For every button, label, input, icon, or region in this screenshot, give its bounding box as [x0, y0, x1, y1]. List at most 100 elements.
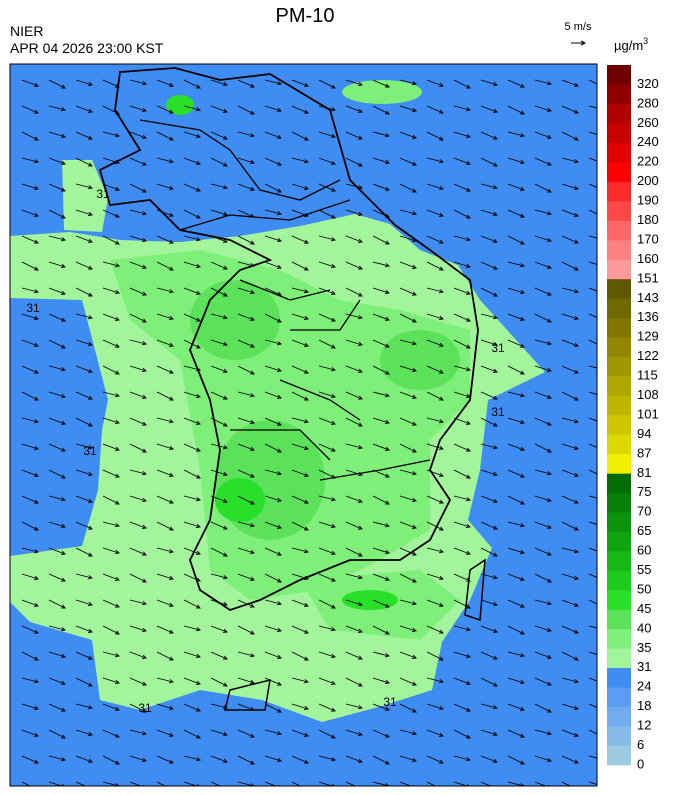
wind-arrow [588, 183, 597, 188]
wind-arrow [345, 261, 363, 270]
wind-arrow [156, 79, 174, 87]
wind-arrow [588, 521, 597, 525]
wind-arrow [480, 313, 499, 320]
wind-arrow [399, 105, 417, 113]
pm-zone-40 [380, 330, 460, 390]
wind-arrow [507, 261, 526, 268]
wind-arrow [372, 339, 390, 348]
wind-arrow [264, 521, 282, 529]
wind-arrow [588, 547, 597, 552]
wind-arrow [156, 209, 174, 217]
wind-arrow [210, 599, 228, 607]
wind-arrow [372, 677, 390, 685]
wind-arrow [102, 183, 120, 191]
wind-arrow [399, 209, 418, 216]
wind-arrow [264, 287, 282, 296]
colorbar-swatch [607, 123, 631, 144]
wind-arrow [237, 495, 255, 505]
wind-arrow [156, 781, 167, 786]
wind-arrow [453, 469, 471, 479]
wind-arrow [21, 443, 39, 451]
wind-arrow [588, 391, 597, 395]
wind-arrow [183, 235, 202, 242]
wind-arrow [291, 105, 309, 114]
wind-arrow [48, 261, 66, 269]
wind-arrow [561, 79, 579, 87]
wind-arrow [75, 469, 93, 477]
wind-arrow [237, 183, 255, 191]
wind-arrow [129, 703, 147, 713]
wind-arrow [210, 391, 228, 400]
wind-arrow [561, 599, 579, 607]
wind-arrow [534, 391, 552, 399]
wind-arrow [534, 417, 552, 426]
wind-arrow [291, 469, 309, 477]
wind-arrow [75, 261, 93, 270]
wind-arrow [156, 443, 174, 451]
wind-arrow [210, 79, 228, 87]
unit-sup: 3 [643, 36, 648, 46]
wind-arrow [399, 729, 418, 736]
colorbar-label: 6 [637, 737, 644, 752]
wind-arrow [561, 105, 579, 114]
wind-arrow [318, 625, 337, 632]
colorbar-label: 220 [637, 154, 659, 169]
wind-arrow [102, 287, 120, 295]
wind-arrow [210, 625, 228, 633]
wind-arrow [264, 235, 282, 243]
wind-arrow [507, 391, 526, 398]
wind-arrow [453, 547, 471, 555]
wind-arrow [345, 209, 363, 217]
wind-arrow [534, 729, 553, 736]
wind-arrow [264, 131, 282, 139]
wind-arrow [237, 131, 256, 138]
wind-arrow [75, 287, 93, 297]
wind-arrow [75, 495, 93, 503]
wind-arrow [102, 79, 120, 88]
wind-arrow [534, 365, 552, 373]
wind-field [21, 79, 597, 786]
wind-arrow [345, 287, 363, 297]
wind-arrow [264, 313, 282, 323]
contour-label: 31 [96, 187, 110, 201]
wind-arrow [534, 651, 552, 659]
wind-arrow [534, 287, 552, 296]
wind-arrow [399, 443, 417, 453]
wind-arrow [264, 677, 282, 686]
wind-arrow [318, 729, 336, 739]
wind-arrow [480, 79, 498, 87]
wind-arrow [291, 131, 309, 141]
wind-arrow [399, 339, 418, 346]
wind-arrow [21, 469, 39, 477]
wind-arrow [183, 729, 201, 739]
wind-arrow [21, 183, 39, 191]
colorbar-label: 40 [637, 620, 651, 635]
colorbar-label: 136 [637, 309, 659, 324]
colorbar-label: 280 [637, 95, 659, 110]
wind-arrow [264, 599, 283, 606]
wind-arrow [345, 79, 363, 87]
wind-arrow [588, 755, 597, 759]
wind-arrow [561, 677, 580, 684]
wind-scale: 5 m/s [565, 21, 592, 33]
wind-arrow [588, 261, 597, 265]
colorbar-swatch [607, 628, 631, 649]
wind-arrow [318, 261, 336, 269]
wind-arrow [372, 365, 390, 375]
wind-arrow [507, 209, 525, 218]
wind-arrow [588, 495, 597, 499]
wind-arrow [183, 755, 202, 762]
wind-arrow [426, 391, 444, 401]
wind-arrow [345, 573, 364, 580]
wind-arrow [507, 183, 525, 191]
pm-zone-45 [215, 478, 265, 522]
wind-arrow [156, 157, 175, 164]
wind-arrow [372, 755, 390, 765]
wind-arrow [507, 79, 525, 88]
wind-arrow [345, 625, 363, 633]
wind-arrow [102, 573, 120, 581]
colorbar-label: 151 [637, 270, 659, 285]
wind-arrow [75, 547, 93, 557]
wind-arrow [129, 183, 147, 193]
wind-arrow [291, 625, 309, 634]
